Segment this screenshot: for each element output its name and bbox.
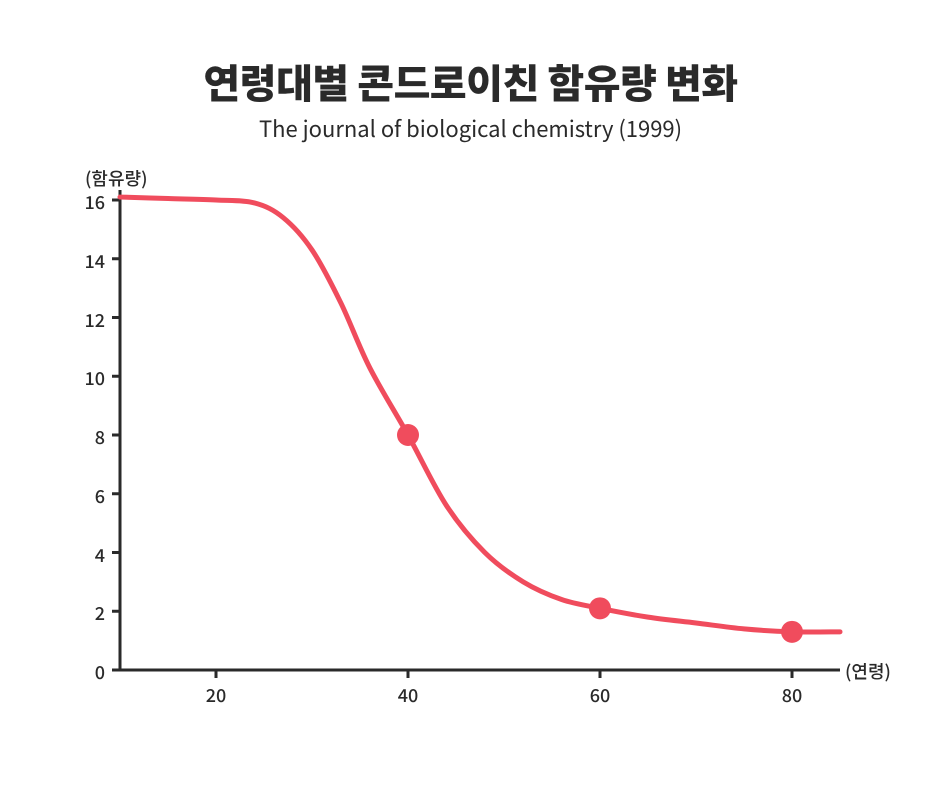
chart-title: 연령대별 콘드로이친 함유량 변화 [0, 52, 941, 110]
x-axis-label: (연령) [845, 658, 891, 684]
x-tick-label: 80 [772, 682, 812, 708]
y-tick-label: 2 [75, 600, 105, 626]
data-line [120, 197, 840, 632]
data-marker [397, 424, 419, 446]
y-tick-label: 16 [75, 189, 105, 215]
y-tick-label: 0 [75, 659, 105, 685]
y-tick-label: 8 [75, 424, 105, 450]
x-tick-label: 40 [388, 682, 428, 708]
y-tick-label: 14 [75, 248, 105, 274]
chart-area: (함유량) (연령) 0 2 4 6 8 10 12 14 16 20 40 60 80 [60, 165, 900, 725]
data-marker [781, 621, 803, 643]
y-axis-label: (함유량) [85, 165, 148, 191]
chart-subtitle: The journal of biological chemistry (199… [0, 112, 941, 144]
y-tick-label: 4 [75, 542, 105, 568]
chart-svg [60, 165, 900, 725]
x-tick-label: 60 [580, 682, 620, 708]
y-tick-label: 12 [75, 307, 105, 333]
y-tick-label: 10 [75, 365, 105, 391]
data-marker [589, 597, 611, 619]
y-tick-label: 6 [75, 483, 105, 509]
x-tick-label: 20 [196, 682, 236, 708]
